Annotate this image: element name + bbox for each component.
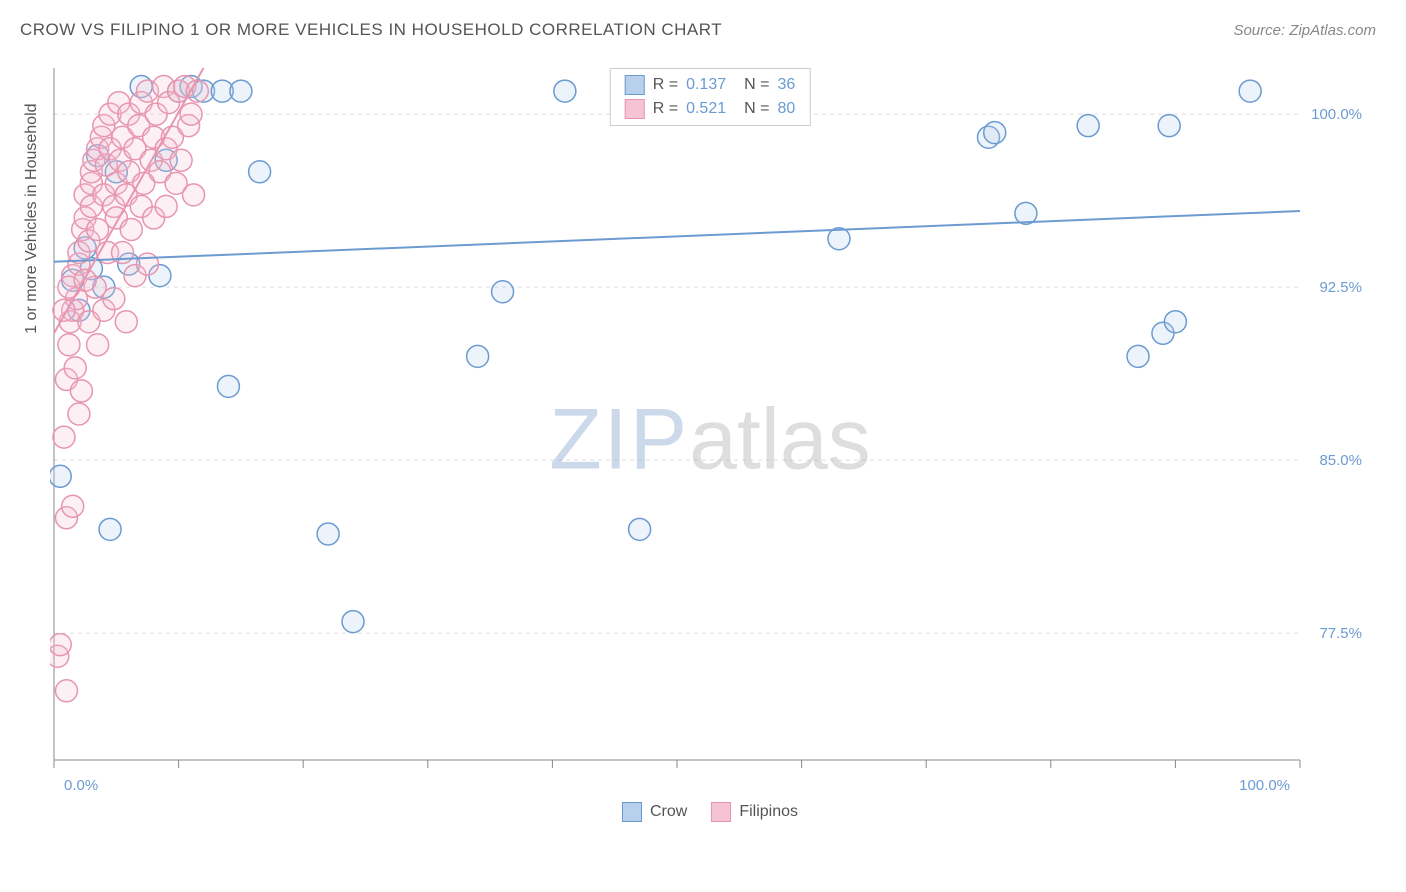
svg-text:85.0%: 85.0% [1319, 452, 1362, 469]
legend-swatch [622, 802, 642, 822]
correlation-legend: R = 0.137 N = 36 R = 0.521 N = 80 [610, 68, 811, 126]
legend-n-value: 36 [777, 76, 795, 94]
legend-r-label: R = [653, 76, 678, 94]
legend-r-value: 0.521 [686, 100, 726, 118]
legend-row: R = 0.137 N = 36 [625, 75, 796, 95]
legend-r-label: R = [653, 100, 678, 118]
legend-n-label: N = [744, 76, 769, 94]
series-legend: Crow Filipinos [622, 802, 798, 822]
legend-swatch [711, 802, 731, 822]
chart-container: 1 or more Vehicles in Household 77.5%85.… [50, 60, 1370, 820]
legend-row: R = 0.521 N = 80 [625, 99, 796, 119]
legend-swatch [625, 99, 645, 119]
svg-text:100.0%: 100.0% [1311, 106, 1362, 123]
y-axis-label: 1 or more Vehicles in Household [23, 103, 41, 333]
source-attribution: Source: ZipAtlas.com [1233, 22, 1376, 39]
legend-n-label: N = [744, 100, 769, 118]
legend-swatch [625, 75, 645, 95]
svg-text:0.0%: 0.0% [64, 777, 98, 794]
svg-text:92.5%: 92.5% [1319, 279, 1362, 296]
series-legend-item: Crow [622, 802, 687, 822]
series-name: Crow [650, 803, 687, 821]
series-legend-item: Filipinos [711, 802, 798, 822]
series-name: Filipinos [739, 803, 798, 821]
scatter-plot: 77.5% 85.0% 92.5% 100.0% 0.0% 100.0% [50, 60, 1370, 820]
svg-text:77.5%: 77.5% [1319, 625, 1362, 642]
legend-n-value: 80 [777, 100, 795, 118]
legend-r-value: 0.137 [686, 76, 726, 94]
svg-text:100.0%: 100.0% [1239, 777, 1290, 794]
chart-title: CROW VS FILIPINO 1 OR MORE VEHICLES IN H… [20, 20, 722, 40]
